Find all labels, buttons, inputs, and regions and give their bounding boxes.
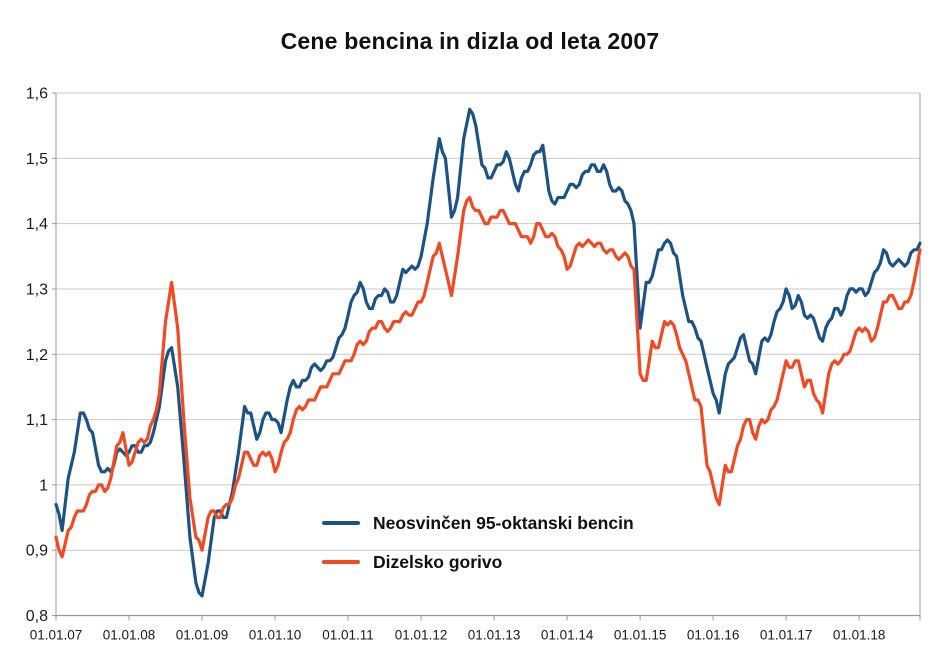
y-axis-label: 1 [39, 477, 48, 494]
legend-item-dizel: Dizelsko gorivo [322, 551, 634, 573]
y-axis-label: 0,8 [26, 608, 48, 625]
legend-label-bencin: Neosvinčen 95-oktanski bencin [373, 512, 634, 533]
x-axis-label: 01.01.07 [30, 628, 83, 643]
x-axis-label: 01.01.17 [760, 628, 813, 643]
x-axis-label: 01.01.16 [687, 628, 740, 643]
y-axis-label: 0,9 [26, 543, 48, 560]
y-axis-label: 1,1 [26, 412, 48, 429]
y-axis-label: 1,5 [26, 151, 48, 168]
x-axis-label: 01.01.13 [468, 628, 521, 643]
x-axis-label: 01.01.14 [541, 628, 594, 643]
y-axis-label: 1,4 [26, 216, 48, 233]
diesel-line-swatch-icon [322, 560, 360, 564]
x-axis-label: 01.01.15 [614, 628, 667, 643]
x-axis-label: 01.01.08 [103, 628, 156, 643]
x-axis-label: 01.01.09 [176, 628, 229, 643]
legend: Neosvinčen 95-oktanski bencin Dizelsko g… [322, 512, 634, 573]
diesel-price-line [54, 195, 922, 559]
y-axis-label: 1,6 [26, 86, 48, 103]
petrol-price-line [54, 107, 922, 598]
chart-title: Cene bencina in dizla od leta 2007 [280, 28, 660, 54]
y-axis-label: 1,2 [26, 347, 48, 364]
x-axis-label: 01.01.10 [249, 628, 302, 643]
y-axis-label: 1,3 [26, 281, 48, 298]
x-axis-label: 01.01.11 [322, 628, 374, 643]
petrol-line-swatch-icon [322, 521, 360, 525]
x-axis-label: 01.01.18 [833, 628, 886, 643]
x-axis-label: 01.01.12 [395, 628, 448, 643]
legend-item-bencin: Neosvinčen 95-oktanski bencin [322, 512, 634, 534]
legend-label-dizel: Dizelsko gorivo [373, 551, 503, 572]
